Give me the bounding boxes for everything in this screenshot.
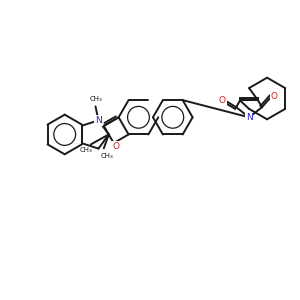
Text: CH₃: CH₃: [80, 147, 92, 153]
Text: O: O: [112, 142, 119, 151]
Text: N: N: [95, 116, 102, 125]
Text: CH₃: CH₃: [89, 95, 102, 101]
Text: O: O: [219, 95, 226, 104]
Text: CH₃: CH₃: [100, 153, 113, 159]
Text: N: N: [246, 113, 252, 122]
Text: O: O: [271, 92, 278, 101]
